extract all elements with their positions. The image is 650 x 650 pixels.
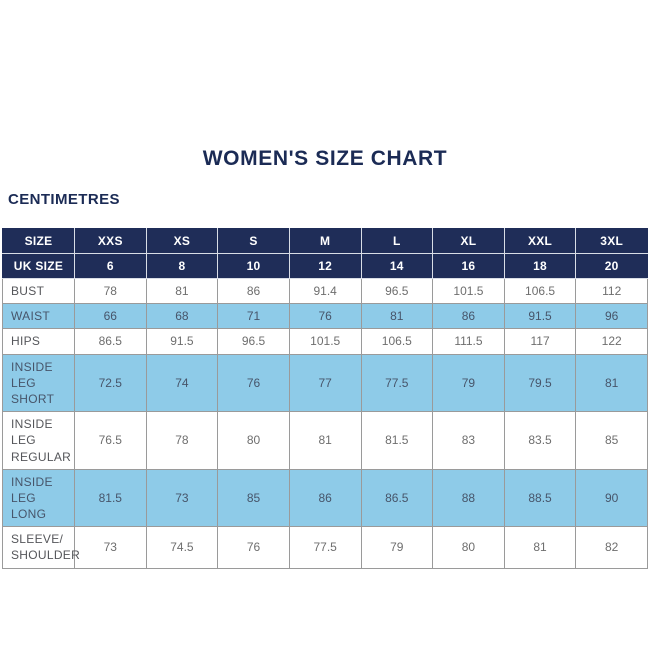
value-cell: 111.5	[432, 328, 505, 355]
value-cell: 106.5	[360, 328, 434, 355]
value-cell: 117	[503, 328, 577, 355]
value-cell: 77.5	[288, 526, 362, 569]
value-cell: 76.5	[74, 411, 147, 470]
value-cell: 73	[74, 526, 147, 569]
header-cell: 12	[288, 253, 362, 279]
table-row: BUST 78 81 86 91.4 96.5 101.5 106.5 112	[2, 277, 648, 305]
header-cell: L	[360, 228, 434, 254]
value-cell: 66	[74, 303, 147, 330]
value-cell: 81.5	[74, 468, 147, 528]
table-row: HIPS 86.5 91.5 96.5 101.5 106.5 111.5 117 122	[2, 328, 648, 355]
header-cell: XL	[432, 228, 505, 254]
value-cell: 88	[432, 468, 505, 528]
value-cell: 77.5	[360, 353, 434, 413]
value-cell: 86.5	[360, 468, 434, 528]
table-row: INSIDE LEG SHORT 72.5 74 76 77 77.5 79 79.5 81	[2, 353, 648, 413]
value-cell: 91.5	[145, 328, 219, 355]
header-row-1: UK SIZE 6 8 10 12 14 16 18 20	[2, 253, 648, 279]
header-cell: 16	[432, 253, 505, 279]
header-row-0: SIZE XXS XS S M L XL XXL 3XL	[2, 228, 648, 254]
value-cell: 96.5	[360, 277, 434, 305]
row-label: INSIDE LEG SHORT	[2, 353, 75, 413]
value-cell: 83	[432, 411, 505, 470]
value-cell: 122	[575, 328, 648, 355]
value-cell: 96.5	[217, 328, 290, 355]
header-cell: 6	[74, 253, 147, 279]
value-cell: 79.5	[503, 353, 577, 413]
value-cell: 68	[145, 303, 219, 330]
value-cell: 90	[575, 468, 648, 528]
size-chart-body: BUST 78 81 86 91.4 96.5 101.5 106.5 112 WAIST 66 68…	[2, 277, 648, 569]
value-cell: 78	[74, 277, 147, 305]
value-cell: 77	[288, 353, 362, 413]
header-cell: 8	[145, 253, 219, 279]
header-cell: 18	[503, 253, 577, 279]
unit-label: CENTIMETRES	[8, 191, 120, 208]
table-row: SLEEVE/ SHOULDER 73 74.5 76 77.5 79 80 81 82	[2, 526, 648, 569]
row-label: BUST	[2, 277, 75, 305]
value-cell: 71	[217, 303, 290, 330]
header-cell: 3XL	[575, 228, 648, 254]
size-chart-header: SIZE XXS XS S M L XL XXL 3XL UK SIZE 6 8 10 12 14 16 18 2…	[2, 228, 648, 279]
header-label: SIZE	[2, 228, 75, 254]
value-cell: 106.5	[503, 277, 577, 305]
value-cell: 86	[288, 468, 362, 528]
value-cell: 76	[217, 526, 290, 569]
value-cell: 96	[575, 303, 648, 330]
value-cell: 91.4	[288, 277, 362, 305]
value-cell: 81	[503, 526, 577, 569]
value-cell: 73	[145, 468, 219, 528]
value-cell: 86	[432, 303, 505, 330]
value-cell: 101.5	[432, 277, 505, 305]
table-row: INSIDE LEG REGULAR 76.5 78 80 81 81.5 83 83.5 85	[2, 411, 648, 470]
value-cell: 74	[145, 353, 219, 413]
value-cell: 88.5	[503, 468, 577, 528]
value-cell: 86.5	[74, 328, 147, 355]
header-cell: M	[288, 228, 362, 254]
value-cell: 76	[217, 353, 290, 413]
row-label: INSIDE LEG REGULAR	[2, 411, 75, 470]
value-cell: 85	[217, 468, 290, 528]
value-cell: 83.5	[503, 411, 577, 470]
table-row: WAIST 66 68 71 76 81 86 91.5 96	[2, 303, 648, 330]
page-title: WOMEN'S SIZE CHART	[202, 147, 448, 170]
value-cell: 81.5	[360, 411, 434, 470]
value-cell: 91.5	[503, 303, 577, 330]
value-cell: 80	[432, 526, 505, 569]
row-label: SLEEVE/ SHOULDER	[2, 526, 80, 569]
size-chart-table: SIZE XXS XS S M L XL XXL 3XL UK SIZE 6 8 10 12 14 16 18 2…	[2, 228, 648, 569]
value-cell: 79	[432, 353, 505, 413]
value-cell: 101.5	[288, 328, 362, 355]
value-cell: 78	[145, 411, 219, 470]
header-cell: XS	[145, 228, 219, 254]
table-row: INSIDE LEG LONG 81.5 73 85 86 86.5 88 88.5 90	[2, 468, 648, 528]
header-cell: XXL	[503, 228, 577, 254]
value-cell: 79	[360, 526, 434, 569]
value-cell: 80	[217, 411, 290, 470]
value-cell: 76	[288, 303, 362, 330]
header-cell: 10	[217, 253, 290, 279]
value-cell: 82	[575, 526, 648, 569]
value-cell: 112	[575, 277, 648, 305]
header-cell: 20	[575, 253, 648, 279]
value-cell: 72.5	[74, 353, 147, 413]
value-cell: 74.5	[145, 526, 219, 569]
value-cell: 81	[360, 303, 434, 330]
row-label: HIPS	[2, 328, 75, 355]
header-cell: XXS	[74, 228, 147, 254]
value-cell: 85	[575, 411, 648, 470]
row-label: INSIDE LEG LONG	[2, 468, 75, 528]
value-cell: 81	[288, 411, 362, 470]
row-label: WAIST	[2, 303, 75, 330]
value-cell: 81	[575, 353, 648, 413]
header-label: UK SIZE	[2, 253, 75, 279]
value-cell: 86	[217, 277, 290, 305]
value-cell: 81	[145, 277, 219, 305]
header-cell: S	[217, 228, 290, 254]
header-cell: 14	[360, 253, 434, 279]
